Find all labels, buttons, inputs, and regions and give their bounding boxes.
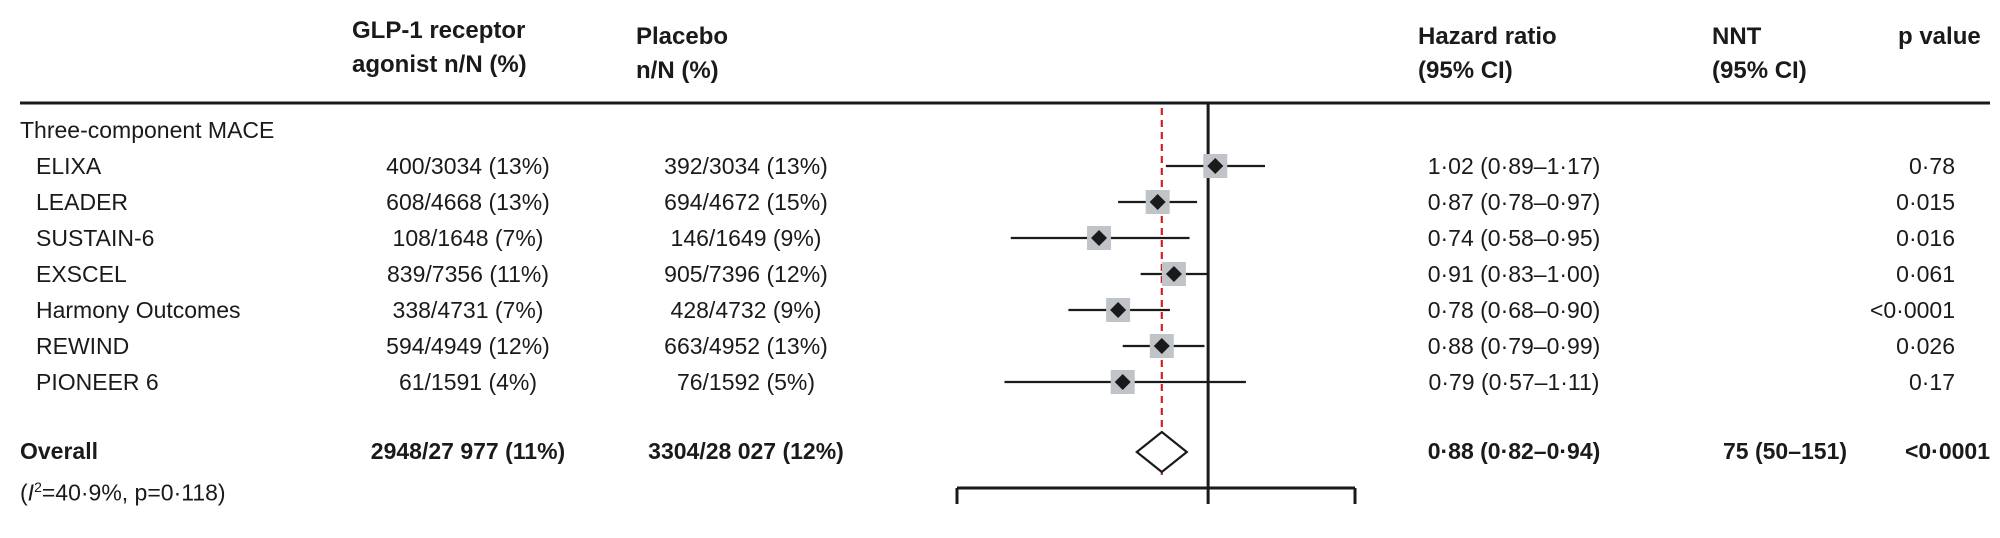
- point-estimate-marker: [1153, 338, 1170, 354]
- glp1-count: 61/1591 (4%): [398, 369, 538, 395]
- point-estimate-marker: [1110, 302, 1127, 318]
- hazard-ratio-text: 1·02 (0·89–1·17): [1427, 153, 1601, 179]
- p-value: 0·026: [1896, 333, 1955, 359]
- glp1-count: 338/4731 (7%): [392, 297, 544, 323]
- glp1-count: 594/4949 (12%): [386, 333, 550, 359]
- hazard-ratio-text: 0·91 (0·83–1·00): [1427, 261, 1601, 287]
- overall-hr: 0·88 (0·82–0·94): [1427, 438, 1601, 464]
- glp1-count: 400/3034 (13%): [386, 153, 550, 179]
- trial-name: EXSCEL: [36, 261, 127, 287]
- header-nnt-line1: NNT: [1712, 23, 1762, 50]
- overall-placebo: 3304/28 027 (12%): [648, 438, 844, 464]
- trial-name: LEADER: [36, 189, 129, 215]
- heterogeneity-text: (I2=40·9%, p=0·118): [20, 472, 226, 508]
- trial-name: PIONEER 6: [36, 369, 159, 395]
- header-hazard-ratio: Hazard ratio (95% CI): [1418, 20, 1557, 88]
- header-p-value: p value: [1898, 20, 1981, 54]
- het-i: I: [27, 479, 35, 506]
- glp1-count: 608/4668 (13%): [386, 189, 550, 215]
- trial-name: REWIND: [36, 333, 130, 359]
- overall-label: Overall: [20, 438, 98, 464]
- plot-layer: [955, 103, 1357, 504]
- placebo-count: 392/3034 (13%): [664, 153, 828, 179]
- header-glp1-line2: agonist n/N (%): [352, 51, 527, 78]
- hazard-ratio-text: 0·79 (0·57–1·11): [1428, 369, 1600, 395]
- header-p-line1: p value: [1898, 23, 1981, 50]
- point-estimate-marker: [1165, 266, 1182, 282]
- group-label: Three-component MACE: [20, 117, 275, 143]
- p-value: <0·0001: [1869, 297, 1955, 323]
- header-glp1-line1: GLP-1 receptor: [352, 17, 526, 44]
- placebo-count: 905/7396 (12%): [664, 261, 828, 287]
- placebo-count: 694/4672 (15%): [664, 189, 828, 215]
- hazard-ratio-text: 0·87 (0·78–0·97): [1427, 189, 1601, 215]
- trial-name: Harmony Outcomes: [36, 297, 241, 323]
- placebo-count: 428/4732 (9%): [670, 297, 822, 323]
- p-value: 0·78: [1908, 153, 1955, 179]
- p-value: 0·015: [1896, 189, 1955, 215]
- placebo-count: 663/4952 (13%): [664, 333, 828, 359]
- point-estimate-marker: [1114, 374, 1131, 390]
- hazard-ratio-text: 0·78 (0·68–0·90): [1427, 297, 1601, 323]
- point-estimate-marker: [1091, 230, 1108, 246]
- trial-name: SUSTAIN-6: [36, 225, 155, 251]
- het-rest: =40·9%, p=0·118): [41, 479, 226, 506]
- p-value: 0·17: [1908, 369, 1955, 395]
- header-hr-line1: Hazard ratio: [1418, 23, 1557, 50]
- het-sup: 2: [34, 479, 42, 495]
- header-placebo-line1: Placebo: [636, 23, 729, 50]
- overall-nnt: 75 (50–151): [1722, 438, 1848, 464]
- p-value: 0·061: [1896, 261, 1955, 287]
- header-placebo-line2: n/N (%): [636, 57, 719, 84]
- point-estimate-marker: [1207, 158, 1224, 174]
- trial-name: ELIXA: [36, 153, 102, 179]
- p-value: 0·016: [1896, 225, 1955, 251]
- header-glp1: GLP-1 receptor agonist n/N (%): [352, 14, 527, 82]
- overall-p: <0·0001: [1904, 438, 1990, 464]
- glp1-count: 108/1648 (7%): [392, 225, 544, 251]
- hazard-ratio-text: 0·88 (0·79–0·99): [1427, 333, 1601, 359]
- glp1-count: 839/7356 (11%): [387, 261, 549, 287]
- header-nnt-line2: (95% CI): [1712, 57, 1807, 84]
- header-placebo: Placebo n/N (%): [636, 20, 728, 88]
- placebo-count: 76/1592 (5%): [676, 369, 816, 395]
- het-open: (: [20, 479, 28, 506]
- header-hr-line2: (95% CI): [1418, 57, 1513, 84]
- header-nnt: NNT (95% CI): [1712, 20, 1807, 88]
- overall-glp1: 2948/27 977 (11%): [370, 438, 566, 464]
- point-estimate-marker: [1149, 194, 1166, 210]
- overall-diamond: [1135, 430, 1189, 474]
- hazard-ratio-text: 0·74 (0·58–0·95): [1427, 225, 1601, 251]
- placebo-count: 146/1649 (9%): [670, 225, 822, 251]
